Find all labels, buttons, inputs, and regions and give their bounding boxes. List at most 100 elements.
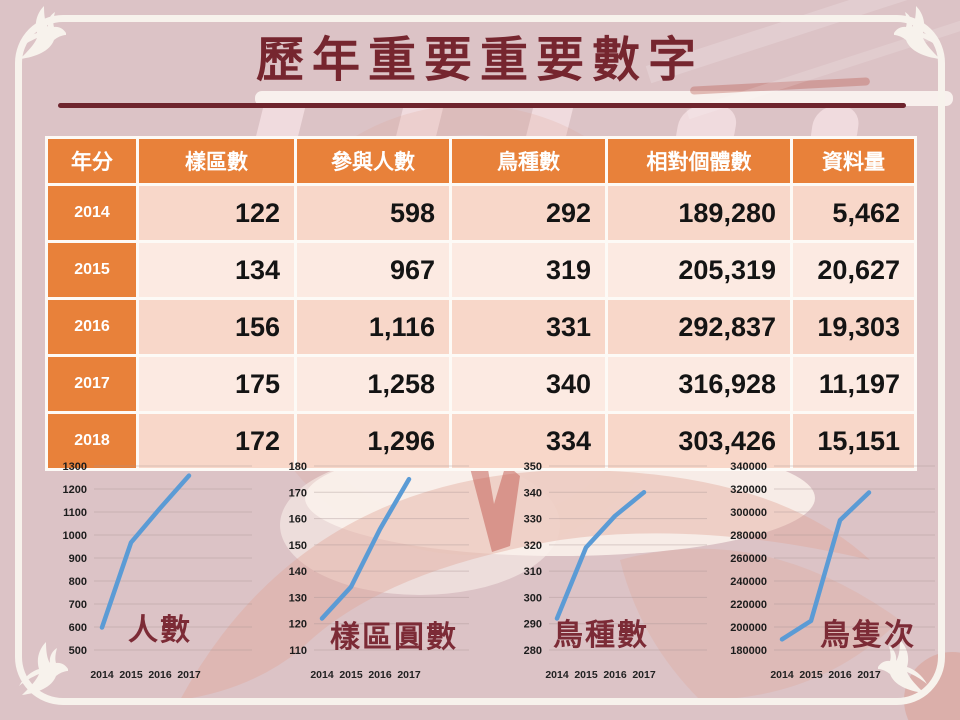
value-cell: 292,837 xyxy=(608,300,790,354)
slide-title: 歷年重要重要數字 xyxy=(255,34,704,87)
x-axis-tick-label: 2017 xyxy=(397,669,421,681)
value-cell: 189,280 xyxy=(608,186,790,240)
x-axis-tick-label: 2014 xyxy=(310,669,334,681)
value-cell: 1,296 xyxy=(297,414,449,468)
table-row: 2016 156 1,116 331 292,837 19,303 xyxy=(48,300,914,354)
value-cell: 20,627 xyxy=(793,243,914,297)
year-cell: 2018 xyxy=(48,414,136,468)
swallow-bird-icon xyxy=(878,640,927,693)
y-axis-tick-label: 240000 xyxy=(730,576,767,588)
y-axis-tick-label: 280 xyxy=(524,645,542,657)
x-axis-tick-label: 2017 xyxy=(632,669,656,681)
year-cell: 2017 xyxy=(48,357,136,411)
y-axis-tick-label: 280000 xyxy=(730,530,767,542)
chart-title-label: 鳥種數 xyxy=(553,619,649,652)
column-header: 年分 xyxy=(48,139,136,183)
x-axis-tick-label: 2014 xyxy=(90,669,114,681)
y-axis-tick-label: 260000 xyxy=(730,553,767,565)
year-cell: 2016 xyxy=(48,300,136,354)
x-axis-tick-label: 2014 xyxy=(770,669,794,681)
y-axis-tick-label: 340000 xyxy=(730,461,767,473)
y-axis-tick-label: 340 xyxy=(524,487,542,499)
value-cell: 19,303 xyxy=(793,300,914,354)
y-axis-tick-label: 170 xyxy=(289,487,307,499)
y-axis-tick-label: 1200 xyxy=(63,484,87,496)
table-row: 2015 134 967 319 205,319 20,627 xyxy=(48,243,914,297)
y-axis-tick-label: 150 xyxy=(289,540,307,552)
y-axis-tick-label: 1300 xyxy=(63,461,87,473)
year-cell: 2014 xyxy=(48,186,136,240)
y-axis-tick-label: 120 xyxy=(289,619,307,631)
x-axis-tick-label: 2015 xyxy=(574,669,598,681)
column-header: 鳥種數 xyxy=(452,139,605,183)
chart-title-label: 鳥隻次 xyxy=(820,619,916,652)
y-axis-tick-label: 320 xyxy=(524,540,542,552)
value-cell: 334 xyxy=(452,414,605,468)
y-axis-tick-label: 350 xyxy=(524,461,542,473)
data-line-series xyxy=(779,490,872,642)
y-axis-tick-label: 110 xyxy=(289,645,307,657)
value-cell: 5,462 xyxy=(793,186,914,240)
value-cell: 316,928 xyxy=(608,357,790,411)
yearly-stats-table: 年分 樣區數 參與人數 鳥種數 相對個體數 資料量 2014 122 598 292 189,28… xyxy=(45,136,917,471)
y-axis-tick-label: 180 xyxy=(289,461,307,473)
trend-chart-plot: 340000 320000 300000 280000 260000 240000 2200… xyxy=(730,461,935,681)
y-axis-tick-label: 1100 xyxy=(63,507,87,519)
x-axis-tick-label: 2017 xyxy=(177,669,201,681)
y-axis-tick-label: 300 xyxy=(524,592,542,604)
y-axis-tick-label: 290 xyxy=(524,619,542,631)
year-cell: 2015 xyxy=(48,243,136,297)
x-axis-tick-label: 2015 xyxy=(119,669,143,681)
x-axis-tick-label: 2014 xyxy=(545,669,569,681)
data-line-series xyxy=(554,490,647,621)
value-cell: 205,319 xyxy=(608,243,790,297)
value-cell: 15,151 xyxy=(793,414,914,468)
x-axis-tick-label: 2015 xyxy=(339,669,363,681)
value-cell: 340 xyxy=(452,357,605,411)
value-cell: 122 xyxy=(139,186,294,240)
x-axis-tick-label: 2016 xyxy=(148,669,172,681)
y-axis-tick-label: 1000 xyxy=(63,530,87,542)
x-axis-tick-label: 2016 xyxy=(368,669,392,681)
table-row: 2014 122 598 292 189,280 5,462 xyxy=(48,186,914,240)
data-line-series xyxy=(99,473,192,630)
y-axis-tick-label: 600 xyxy=(69,622,87,634)
y-axis-tick-label: 800 xyxy=(69,576,87,588)
trend-chart: 350 340 330 320 310 300 290 280 2014 2015 2016 2017… xyxy=(503,452,713,704)
x-axis-tick-label: 2016 xyxy=(603,669,627,681)
y-axis-tick-label: 700 xyxy=(69,599,87,611)
swallow-bird-icon xyxy=(17,6,66,59)
y-axis-tick-label: 130 xyxy=(289,592,307,604)
column-header: 參與人數 xyxy=(297,139,449,183)
swallow-bird-icon xyxy=(19,642,68,695)
column-header: 樣區數 xyxy=(139,139,294,183)
chart-title-label: 樣區圓數 xyxy=(330,621,458,654)
y-axis-tick-label: 900 xyxy=(69,553,87,565)
value-cell: 1,258 xyxy=(297,357,449,411)
value-cell: 331 xyxy=(452,300,605,354)
value-cell: 134 xyxy=(139,243,294,297)
y-axis-tick-label: 310 xyxy=(524,566,542,578)
value-cell: 11,197 xyxy=(793,357,914,411)
table-row: 2018 172 1,296 334 303,426 15,151 xyxy=(48,414,914,468)
table-header-row: 年分 樣區數 參與人數 鳥種數 相對個體數 資料量 xyxy=(48,139,914,183)
value-cell: 967 xyxy=(297,243,449,297)
y-axis-tick-label: 140 xyxy=(289,566,307,578)
y-axis-tick-label: 300000 xyxy=(730,507,767,519)
y-axis-tick-label: 330 xyxy=(524,514,542,526)
y-axis-tick-label: 320000 xyxy=(730,484,767,496)
value-cell: 319 xyxy=(452,243,605,297)
y-axis-tick-label: 160 xyxy=(289,514,307,526)
y-axis-tick-label: 500 xyxy=(69,645,87,657)
table-row: 2017 175 1,258 340 316,928 11,197 xyxy=(48,357,914,411)
value-cell: 292 xyxy=(452,186,605,240)
trend-chart: 340000 320000 300000 280000 260000 240000 2200… xyxy=(726,452,941,704)
y-axis-tick-label: 180000 xyxy=(730,645,767,657)
title-divider-line xyxy=(58,103,906,108)
column-header: 相對個體數 xyxy=(608,139,790,183)
y-axis-tick-label: 200000 xyxy=(730,622,767,634)
swallow-bird-icon xyxy=(894,6,943,59)
